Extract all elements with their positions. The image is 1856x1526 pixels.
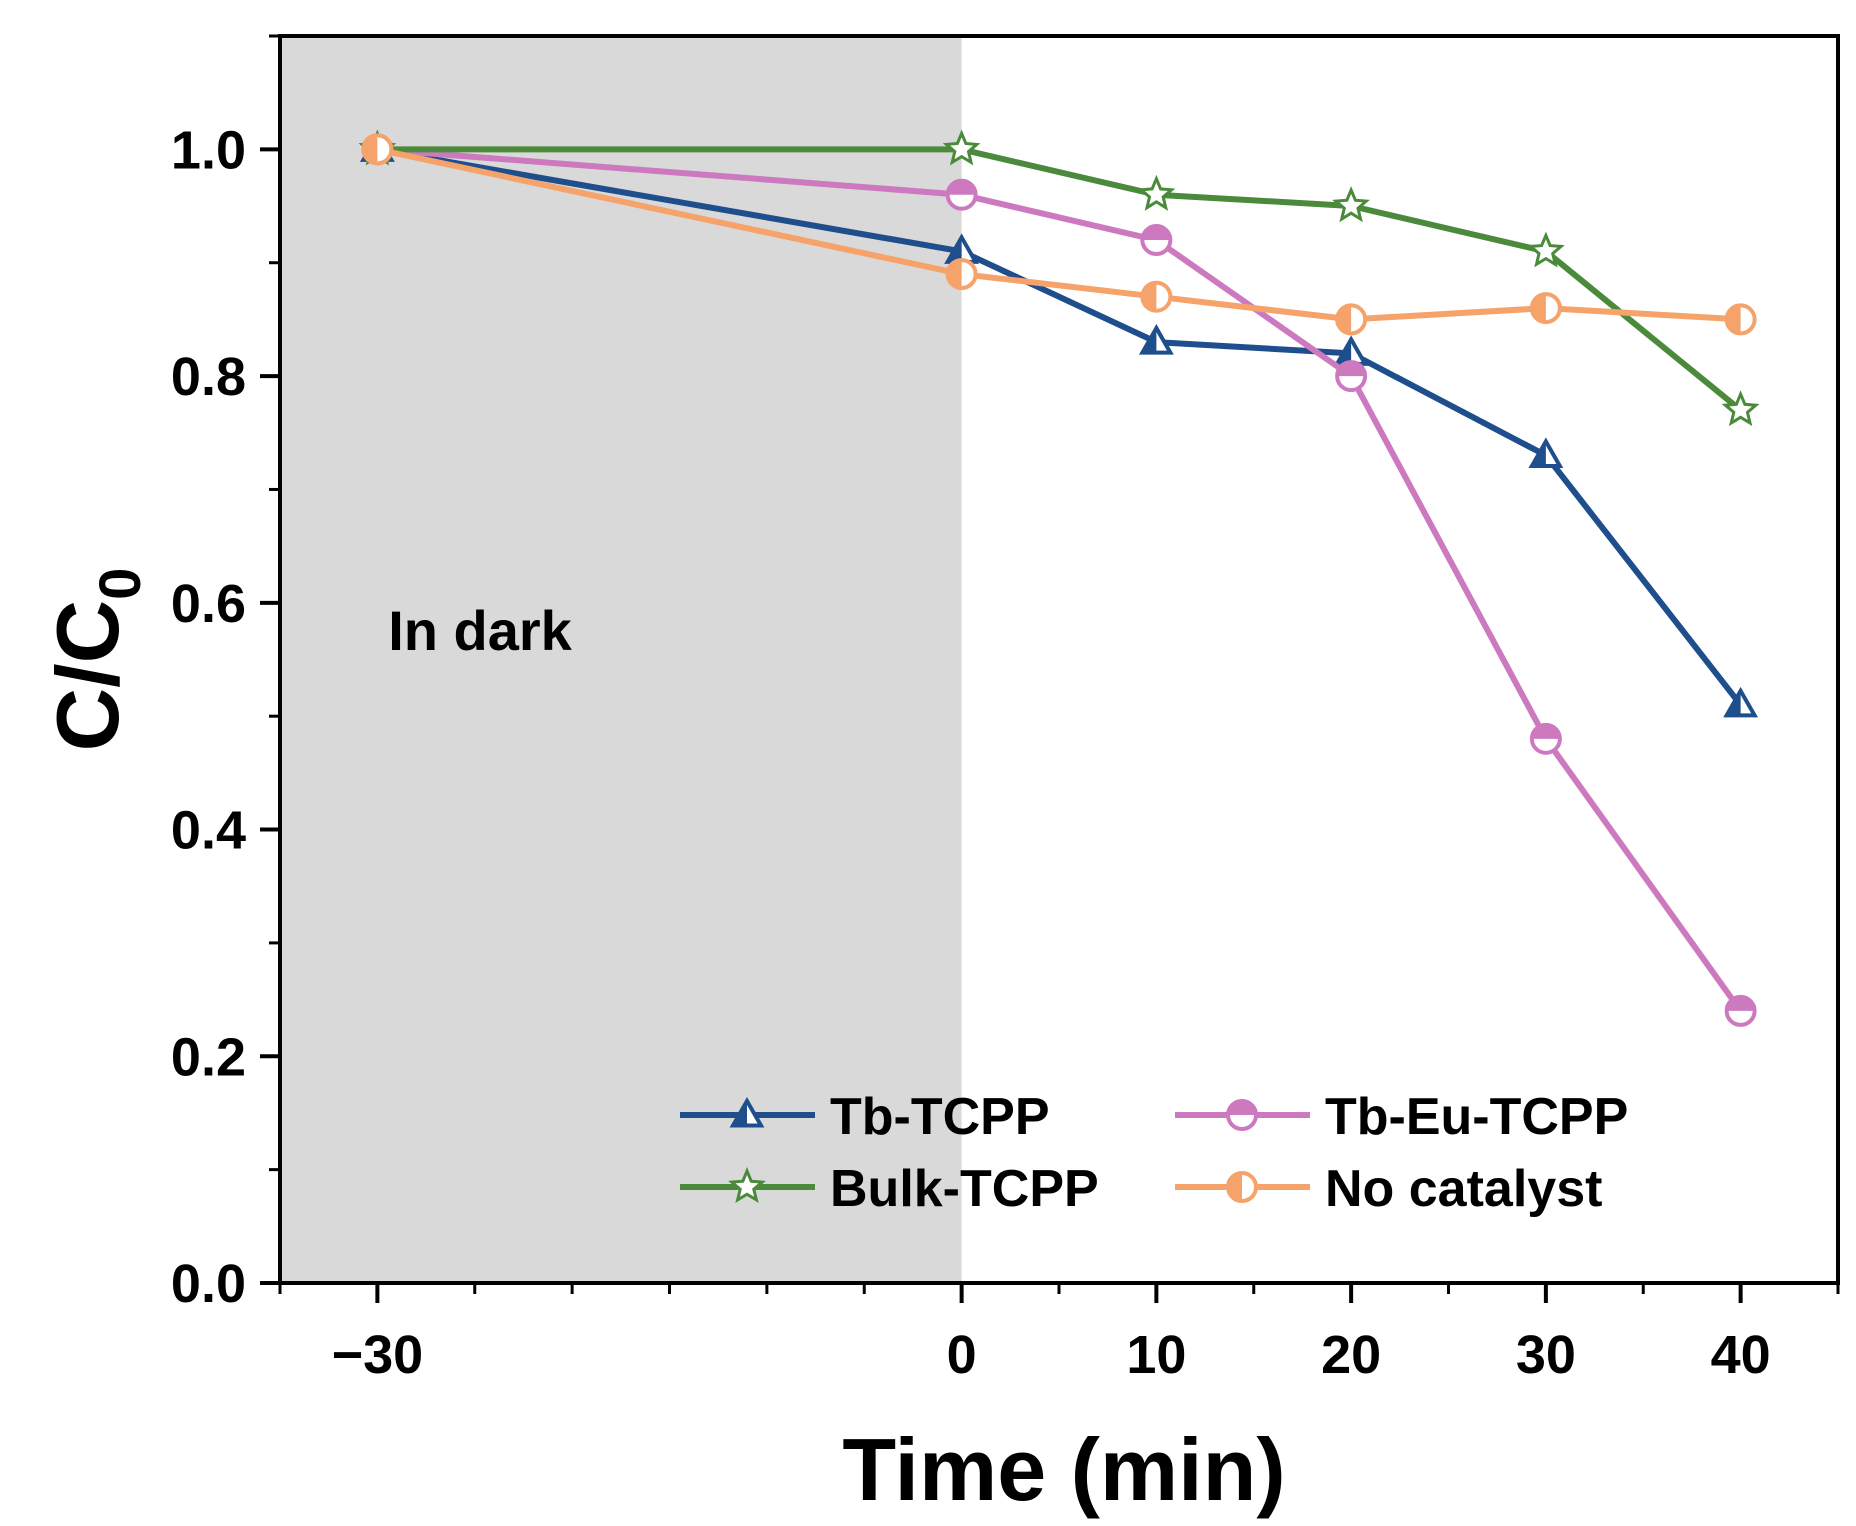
- legend-entry: No catalyst: [1175, 1160, 1602, 1218]
- legend-marker: [729, 1096, 765, 1128]
- series-bulk-tcpp: [358, 129, 1760, 427]
- data-point: [1724, 994, 1757, 1027]
- data-point: [1723, 686, 1759, 718]
- y-tick-label: 0.4: [171, 801, 246, 861]
- y-axis-title-subscript: 0: [88, 568, 153, 600]
- legend-label: No catalyst: [1325, 1160, 1602, 1218]
- data-point: [945, 258, 978, 291]
- series-no-catalyst: [361, 133, 1757, 336]
- x-tick-label: 10: [1126, 1325, 1186, 1385]
- y-axis-title: C/C0: [38, 568, 153, 752]
- x-tick-label: 40: [1711, 1325, 1771, 1385]
- x-axis-title: Time (min): [842, 1420, 1285, 1519]
- legend-label: Bulk-TCPP: [830, 1160, 1099, 1218]
- data-point: [1721, 390, 1760, 427]
- legend-entry: Bulk-TCPP: [680, 1160, 1099, 1218]
- x-tick-label: 20: [1321, 1325, 1381, 1385]
- data-point: [361, 133, 394, 166]
- legend-entry: Tb-TCPP: [680, 1088, 1050, 1146]
- data-point: [1332, 186, 1370, 223]
- axes: −30 0 10 20 30 40 0.0 0.2 0.4 0.6 0.8 1.0: [171, 34, 1840, 1385]
- dark-region-fill: [280, 36, 962, 1283]
- data-point: [1529, 292, 1562, 325]
- y-tick-label: 0.0: [171, 1254, 246, 1314]
- legend-marker: [728, 1167, 766, 1204]
- data-point: [1140, 224, 1173, 257]
- y-tick-label: 0.2: [171, 1027, 246, 1087]
- legend-entry: Tb-Eu-TCPP: [1175, 1088, 1628, 1146]
- legend-label: Tb-TCPP: [830, 1088, 1050, 1146]
- data-point: [942, 129, 981, 166]
- data-point: [1529, 722, 1562, 755]
- in-dark-label: In dark: [388, 599, 572, 662]
- plot-series: [358, 129, 1760, 1027]
- y-tick-label: 0.6: [171, 574, 246, 634]
- data-point: [1137, 174, 1176, 211]
- data-point: [1526, 231, 1565, 268]
- y-tick-label: 1.0: [171, 120, 246, 180]
- dark-region: [280, 36, 962, 1283]
- data-point: [1724, 303, 1757, 336]
- series-line: [376, 146, 1743, 707]
- data-point: [1335, 303, 1368, 336]
- y-axis-title-main: C/C: [38, 600, 137, 752]
- legend-marker: [1226, 1099, 1258, 1131]
- legend-label: Tb-Eu-TCPP: [1325, 1088, 1628, 1146]
- data-point: [1138, 324, 1174, 355]
- series-line: [377, 146, 1743, 413]
- data-point: [1528, 437, 1564, 468]
- legend-marker: [1226, 1171, 1258, 1203]
- legend: Tb-TCPP Tb-Eu-TCPP Bulk-TCPP No catalyst: [680, 1088, 1628, 1218]
- x-tick-label: −30: [332, 1325, 424, 1385]
- data-point: [945, 178, 978, 211]
- series-line: [376, 146, 1741, 323]
- x-tick-label: 0: [947, 1325, 977, 1385]
- data-point: [1140, 280, 1173, 313]
- x-tick-label: 30: [1516, 1325, 1576, 1385]
- data-point: [1335, 360, 1368, 393]
- y-tick-label: 0.8: [171, 347, 246, 407]
